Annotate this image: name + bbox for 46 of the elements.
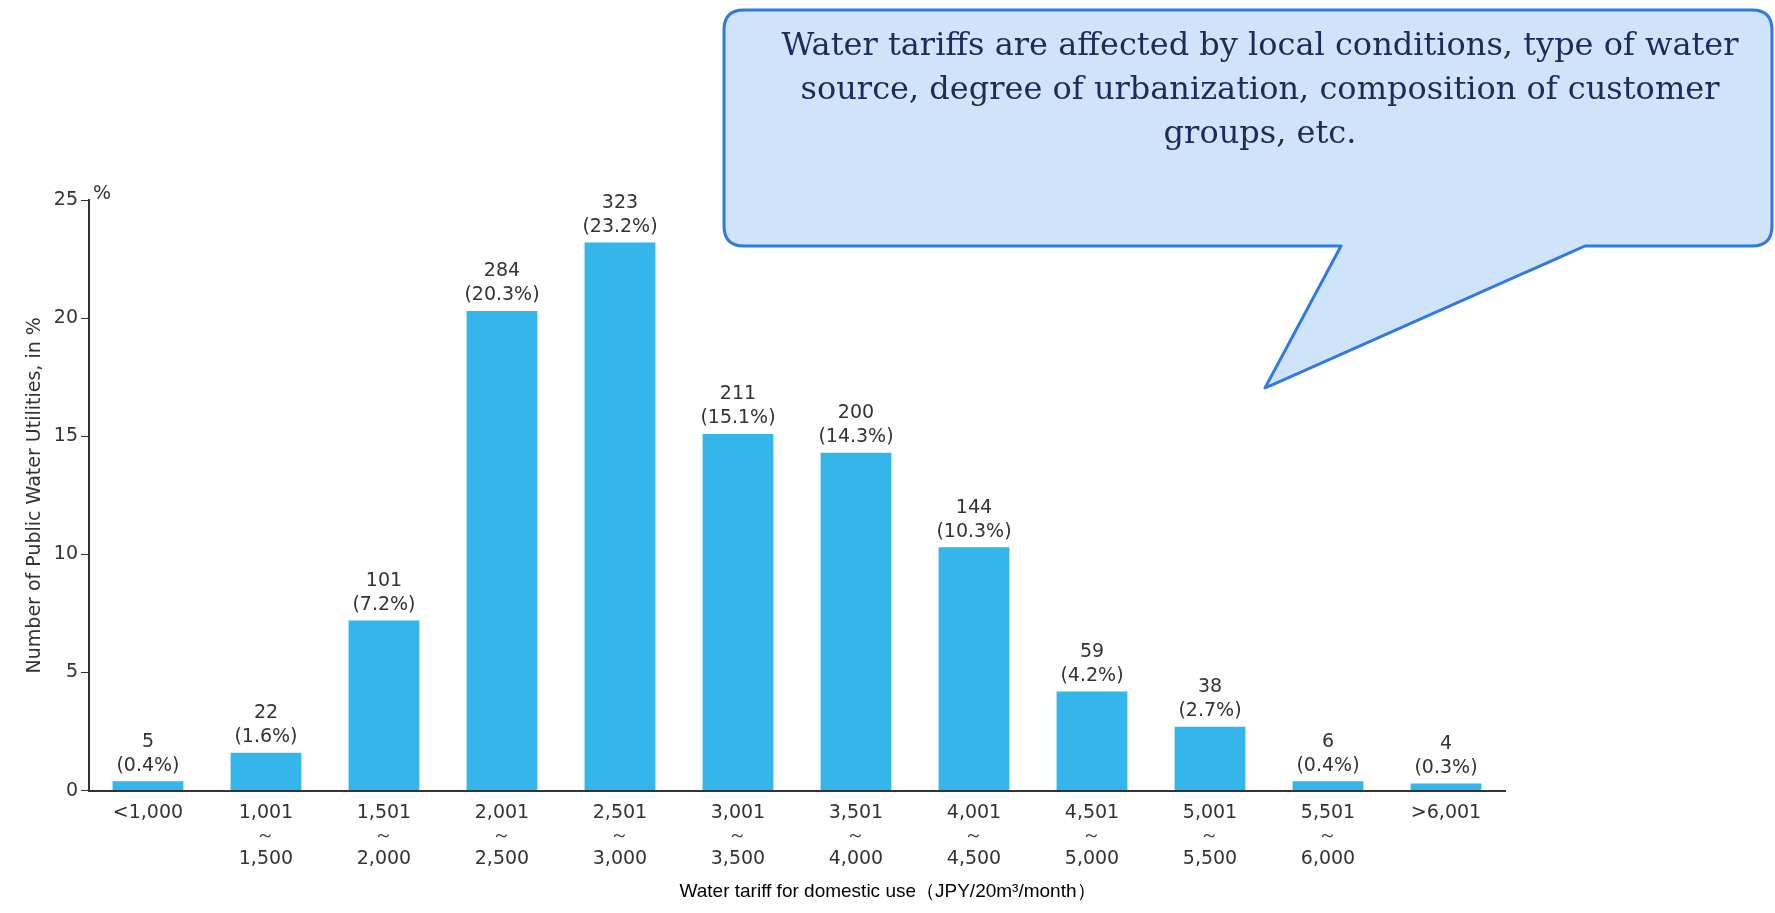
y-tick-label: 0 bbox=[65, 777, 78, 800]
y-axis-title: Number of Public Water Utilities, in % bbox=[22, 317, 45, 674]
x-tick-label: 4,501 ～ 5,000 bbox=[1064, 799, 1120, 868]
data-label: 22 (1.6%) bbox=[234, 700, 298, 747]
bar bbox=[1056, 691, 1128, 791]
bar bbox=[466, 311, 538, 791]
bar bbox=[1174, 726, 1246, 791]
x-tick-label: 3,501 ～ 4,000 bbox=[828, 799, 884, 868]
bar bbox=[820, 452, 892, 791]
text: Water tariffs are affected by local conditions, type of water source, degree of urbanization, composition of customer groups, etc. bbox=[780, 24, 1740, 153]
data-label: 144 (10.3%) bbox=[936, 494, 1012, 541]
data-label: 211 (15.1%) bbox=[700, 381, 776, 428]
bar bbox=[112, 781, 184, 791]
bar bbox=[1410, 783, 1482, 791]
y-tick-label: 5 bbox=[65, 659, 78, 682]
x-tick-label: 5,501 ～ 6,000 bbox=[1300, 799, 1356, 868]
bar bbox=[702, 433, 774, 791]
x-tick-label: 5,001 ～ 5,500 bbox=[1182, 799, 1238, 868]
data-label: 101 (7.2%) bbox=[352, 567, 416, 614]
bar bbox=[1292, 781, 1364, 791]
bar bbox=[584, 242, 656, 791]
bar bbox=[938, 547, 1010, 791]
x-tick-label: 2,501 ～ 3,000 bbox=[592, 799, 648, 868]
x-tick-label: 1,501 ～ 2,000 bbox=[356, 799, 412, 868]
annotation: % bbox=[92, 181, 112, 204]
data-label: 5 (0.4%) bbox=[116, 728, 180, 775]
y-tick-label: 25 bbox=[53, 186, 78, 209]
data-label: 200 (14.3%) bbox=[818, 400, 894, 447]
data-label: 284 (20.3%) bbox=[464, 258, 540, 305]
x-axis-title: Water tariff for domestic use（JPY/20m³/month） bbox=[678, 879, 1097, 903]
x-tick-label: <1,000 bbox=[112, 799, 184, 822]
x-tick-label: >6,001 bbox=[1410, 799, 1482, 822]
x-tick-label: 3,001 ～ 3,500 bbox=[710, 799, 766, 868]
data-label: 59 (4.2%) bbox=[1060, 638, 1124, 685]
x-tick-label: 1,001 ～ 1,500 bbox=[238, 799, 294, 868]
y-tick-label: 15 bbox=[53, 423, 78, 446]
data-label: 323 (23.2%) bbox=[582, 189, 658, 236]
x-tick-label: 4,001 ～ 4,500 bbox=[946, 799, 1002, 868]
y-tick-label: 20 bbox=[53, 305, 78, 328]
data-label: 6 (0.4%) bbox=[1296, 728, 1360, 775]
bar bbox=[230, 752, 302, 791]
y-tick-label: 10 bbox=[53, 541, 78, 564]
data-label: 38 (2.7%) bbox=[1178, 674, 1242, 721]
bar bbox=[348, 620, 420, 791]
data-label: 4 (0.3%) bbox=[1414, 730, 1478, 777]
x-tick-label: 2,001 ～ 2,500 bbox=[474, 799, 530, 868]
